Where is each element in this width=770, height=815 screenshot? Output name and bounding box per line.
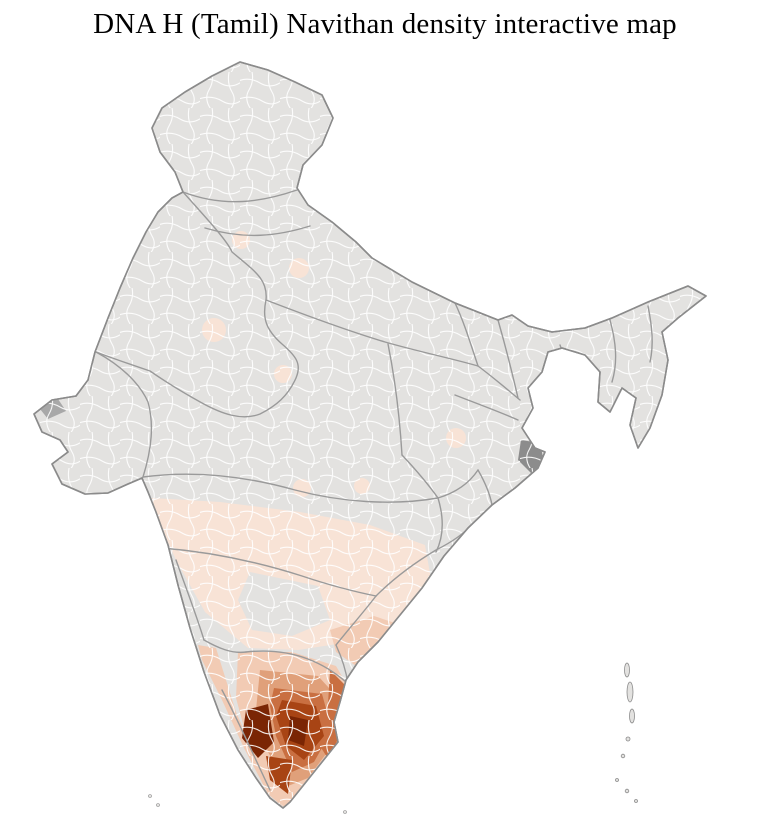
state-border-line [221,689,271,791]
density-region[interactable] [202,318,226,342]
state-border-line [387,343,403,456]
state-border-line [454,302,479,367]
state-border-line [182,189,298,203]
island[interactable] [624,788,630,794]
island[interactable] [629,708,635,724]
state-border-line [142,469,479,503]
state-border-line [454,394,519,421]
state-border-line [95,351,153,478]
state-border-line [477,365,521,401]
density-region[interactable] [274,365,292,383]
state-border-line [435,497,443,553]
island[interactable] [625,736,631,742]
island-dot [156,803,160,807]
state-border-line [161,547,377,597]
small-island-dots [148,794,347,814]
density-region[interactable] [289,258,309,278]
island[interactable] [626,681,634,703]
density-region[interactable] [446,428,466,448]
state-border-line [647,305,653,363]
state-border-line [401,454,439,499]
state-border-line [497,319,519,399]
island-dot [343,810,347,814]
island[interactable] [615,778,619,782]
state-border-line [477,469,493,506]
andaman-nicobar-islands[interactable] [615,662,638,803]
state-border-line [609,319,617,383]
island[interactable] [624,662,630,678]
state-border-line [245,650,347,683]
island[interactable] [620,753,626,759]
density-region[interactable] [354,478,370,494]
density-region[interactable] [293,479,311,497]
state-border-line [559,344,569,401]
state-border-line [175,559,205,641]
india-country-region[interactable] [33,61,707,809]
island-dot [148,794,152,798]
island[interactable] [634,799,638,803]
state-border-line [265,299,479,367]
state-border-line [203,639,247,654]
state-border-line [95,191,300,418]
state-border-line [335,595,377,646]
page-title: DNA H (Tamil) Navithan density interacti… [93,8,677,40]
